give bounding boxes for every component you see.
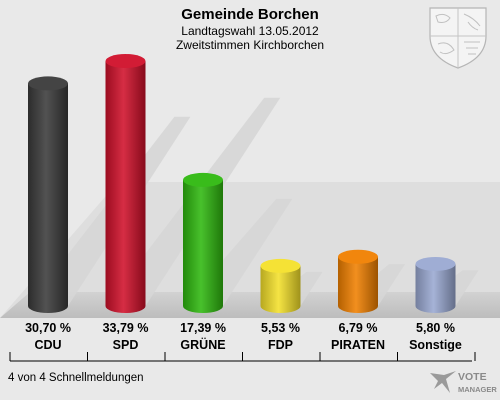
category-label: FDP [268, 338, 293, 352]
bar-top [338, 249, 378, 264]
value-label: 33,79 % [103, 321, 149, 335]
bar-spd [105, 61, 146, 314]
bar-top [260, 258, 301, 273]
bar-top [183, 172, 223, 187]
coat-of-arms-icon [429, 7, 487, 69]
category-label: SPD [113, 338, 139, 352]
bar-sonstige [415, 263, 456, 313]
bar-top [415, 256, 456, 271]
value-labels: 30,70 % 33,79 % 17,39 % 5,53 % 6,79 % 5,80 % [25, 321, 455, 335]
bar-top [28, 76, 68, 91]
x-axis-ticks [9, 352, 476, 361]
value-label: 6,79 % [339, 321, 378, 335]
value-label: 17,39 % [180, 321, 226, 335]
category-label: Sonstige [409, 338, 462, 352]
logo-text-vote: VOTE [458, 371, 487, 383]
chart-title: Gemeinde Borchen [181, 6, 319, 23]
category-label: PIRATEN [331, 338, 385, 352]
vote-manager-logo: VOTE MANAGER [430, 371, 497, 394]
category-labels: CDU SPD GRÜNE FDP PIRATEN Sonstige [34, 337, 461, 352]
bar-cdu [28, 83, 68, 313]
bars-group [28, 54, 456, 314]
footer-text: 4 von 4 Schnellmeldungen [8, 372, 144, 384]
value-label: 5,80 % [416, 321, 455, 335]
chart-subtitle-2: Zweitstimmen Kirchborchen [176, 38, 324, 52]
logo-text-manager: MANAGER [458, 385, 497, 394]
bar-fdp [260, 265, 301, 313]
category-label: GRÜNE [180, 337, 225, 352]
bar-piraten [338, 256, 378, 313]
category-label: CDU [34, 338, 61, 352]
value-label: 5,53 % [261, 321, 300, 335]
bar-top [105, 54, 146, 69]
chart-subtitle-1: Landtagswahl 13.05.2012 [181, 24, 319, 38]
value-label: 30,70 % [25, 321, 71, 335]
bar-gr-ne [183, 179, 223, 313]
